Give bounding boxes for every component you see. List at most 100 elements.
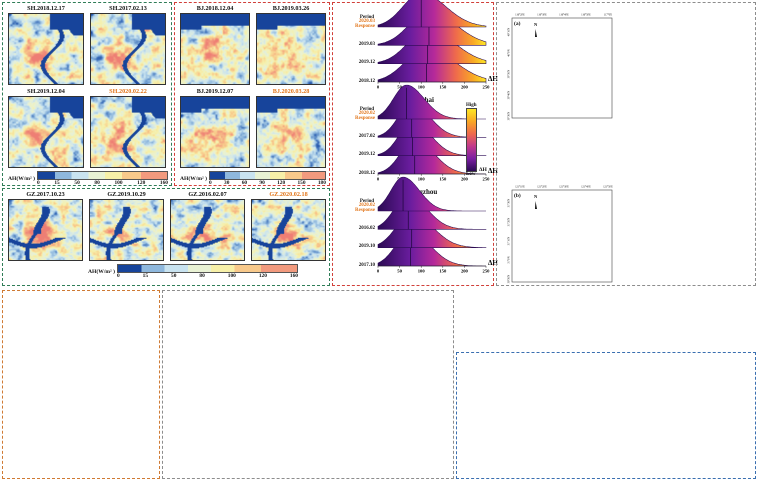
map-tile[interactable]: [180, 13, 250, 85]
tick: 0: [117, 273, 120, 279]
map-y-tick: 31°10'N: [508, 237, 511, 246]
map-tile[interactable]: [89, 199, 164, 261]
map-x-tick: 116°20'E: [515, 14, 525, 17]
x-tick-label: 150: [439, 85, 447, 90]
ridge-period-label: 2019.03: [358, 42, 375, 48]
colorbar-label: AH(W/m² ): [180, 175, 207, 182]
tile-title-highlight: SH.2020.02.22: [109, 88, 147, 95]
sh-tile-grid: SH.2018.12.17 SH.2017.02.13 SH.2019.12.0…: [8, 5, 168, 186]
schematic-diagram: [458, 354, 754, 477]
period-header: Period: [359, 15, 374, 20]
tick: 30: [224, 180, 230, 186]
tick: 180: [317, 180, 326, 186]
x-axis-label: ΔH: [488, 167, 498, 175]
tile-title: SH.2019.12.04: [27, 88, 65, 95]
tick: 90: [259, 180, 265, 186]
map-y-tick: 39°40'N: [508, 91, 511, 100]
tick: 80: [94, 180, 100, 186]
tick: 50: [74, 180, 80, 186]
tile-title: BJ.2019.03.26: [272, 5, 310, 12]
colorbar-axis-label: ΔH: [479, 167, 487, 173]
map-tile[interactable]: [8, 13, 84, 85]
tile-title-highlight: BJ.2020.03.28: [272, 88, 310, 95]
map-tile[interactable]: [8, 199, 83, 261]
panel-tag-b: (b): [514, 192, 521, 199]
tick: 60: [241, 180, 248, 186]
x-tick-label: 150: [439, 269, 447, 274]
slope-chart: [4, 292, 158, 477]
panel-schematic: [456, 352, 756, 479]
period-header: Period: [359, 199, 374, 204]
compass-n: N: [534, 194, 538, 199]
tick: 15: [54, 180, 60, 186]
bj-tile-grid: BJ.2018.12.04 BJ.2019.03.26 BJ.2019.12.0…: [180, 5, 326, 186]
colorbar-ticks: 0 15 50 80 100 120 160: [117, 273, 298, 279]
tick: 120: [137, 180, 146, 186]
panel-profiles: [496, 2, 756, 286]
colorbar-ticks: 0 15 50 80 100 120 160: [37, 180, 168, 186]
ridgeline-guangzhou: GuangzhouPeriod050100150200250ΔH2020.02R…: [334, 176, 498, 280]
map-x-tick: 116°30'E: [537, 14, 547, 17]
map-x-tick: 117°0'E: [604, 14, 613, 17]
ridgeline-svg: 0 50 100 150 200 250 ΔH: [377, 84, 498, 182]
ridge-period-label: 2018.12: [358, 78, 375, 84]
x-tick-label: 250: [483, 177, 491, 182]
colorbar-gradient: [117, 264, 298, 273]
ridge-period-label: 2020.02 Response: [354, 203, 375, 214]
map-y-tick: 30°50'N: [508, 275, 511, 284]
ridge-period-label: 2019.12: [358, 152, 375, 158]
map-tile[interactable]: [256, 13, 326, 85]
map-tile[interactable]: [180, 96, 250, 168]
tick: 120: [277, 180, 286, 186]
tick: 50: [171, 273, 177, 279]
x-tick-label: 50: [397, 85, 402, 90]
ridge-density: [377, 176, 486, 212]
map-y-tick: 31°20'N: [508, 218, 511, 227]
x-axis-label: ΔH: [488, 75, 498, 83]
map-y-tick: 31°0'N: [508, 256, 511, 263]
ridge-period-label: 2019.10: [358, 244, 375, 250]
ridge-period-label: 2019.12: [358, 60, 375, 66]
map-y-tick: 40°10'N: [508, 28, 511, 37]
tick: 0: [209, 180, 212, 186]
tile-title: BJ.2018.12.04: [196, 5, 234, 12]
gz-tile-grid: GZ.2017.10.23 GZ.2019.10.29 GZ.2016.02.0…: [8, 191, 326, 279]
fusion-grid: [165, 293, 451, 476]
map-x-tick: 121°40'E: [581, 186, 591, 189]
colorbar-gradient: [37, 171, 168, 180]
colorbar-gradient: [209, 171, 326, 180]
x-axis-label: ΔH: [488, 259, 498, 267]
map-tile[interactable]: [251, 199, 326, 261]
tile-title: GZ.2019.10.29: [107, 191, 146, 198]
map-tile[interactable]: [8, 96, 84, 168]
map-x-tick: 121°50'E: [603, 186, 613, 189]
map-y-tick: 39°30'N: [508, 112, 511, 121]
map-x-tick: 116°40'E: [559, 14, 569, 17]
x-tick-label: 250: [483, 85, 491, 90]
map-tile[interactable]: [170, 199, 245, 261]
colorbar-low-label: Low: [466, 172, 476, 177]
map-tile[interactable]: [90, 13, 166, 85]
x-tick-label: 100: [418, 85, 426, 90]
tile-title: GZ.2017.10.23: [26, 191, 65, 198]
compass-arrow: [535, 201, 537, 209]
panel-fusion-comparison: [162, 290, 454, 479]
tick: 15: [142, 273, 149, 279]
period-header: Period: [359, 107, 374, 112]
map-tile[interactable]: [90, 96, 166, 168]
panel-maps-guangzhou: [2, 188, 330, 286]
tick: 120: [258, 273, 267, 279]
ridgeline-charts: BeijingPeriod050100150200250ΔH2020.03Res…: [334, 0, 498, 284]
panel-maps-beijing: [174, 2, 330, 186]
map-x-tick: 121°30'E: [559, 186, 569, 189]
tick: 160: [289, 273, 298, 279]
map-tile[interactable]: [256, 96, 326, 168]
compass-arrow: [535, 29, 537, 37]
ridgeline-beijing: BeijingPeriod050100150200250ΔH2020.03Res…: [334, 0, 498, 96]
ridge-period-label: 2020.03 Response: [354, 19, 375, 30]
x-tick-label: 0: [377, 177, 380, 182]
ridge-period-label: 2018.12: [358, 170, 375, 176]
colorbar-gradient: [466, 108, 477, 172]
tile-title: GZ.2016.02.07: [188, 191, 227, 198]
